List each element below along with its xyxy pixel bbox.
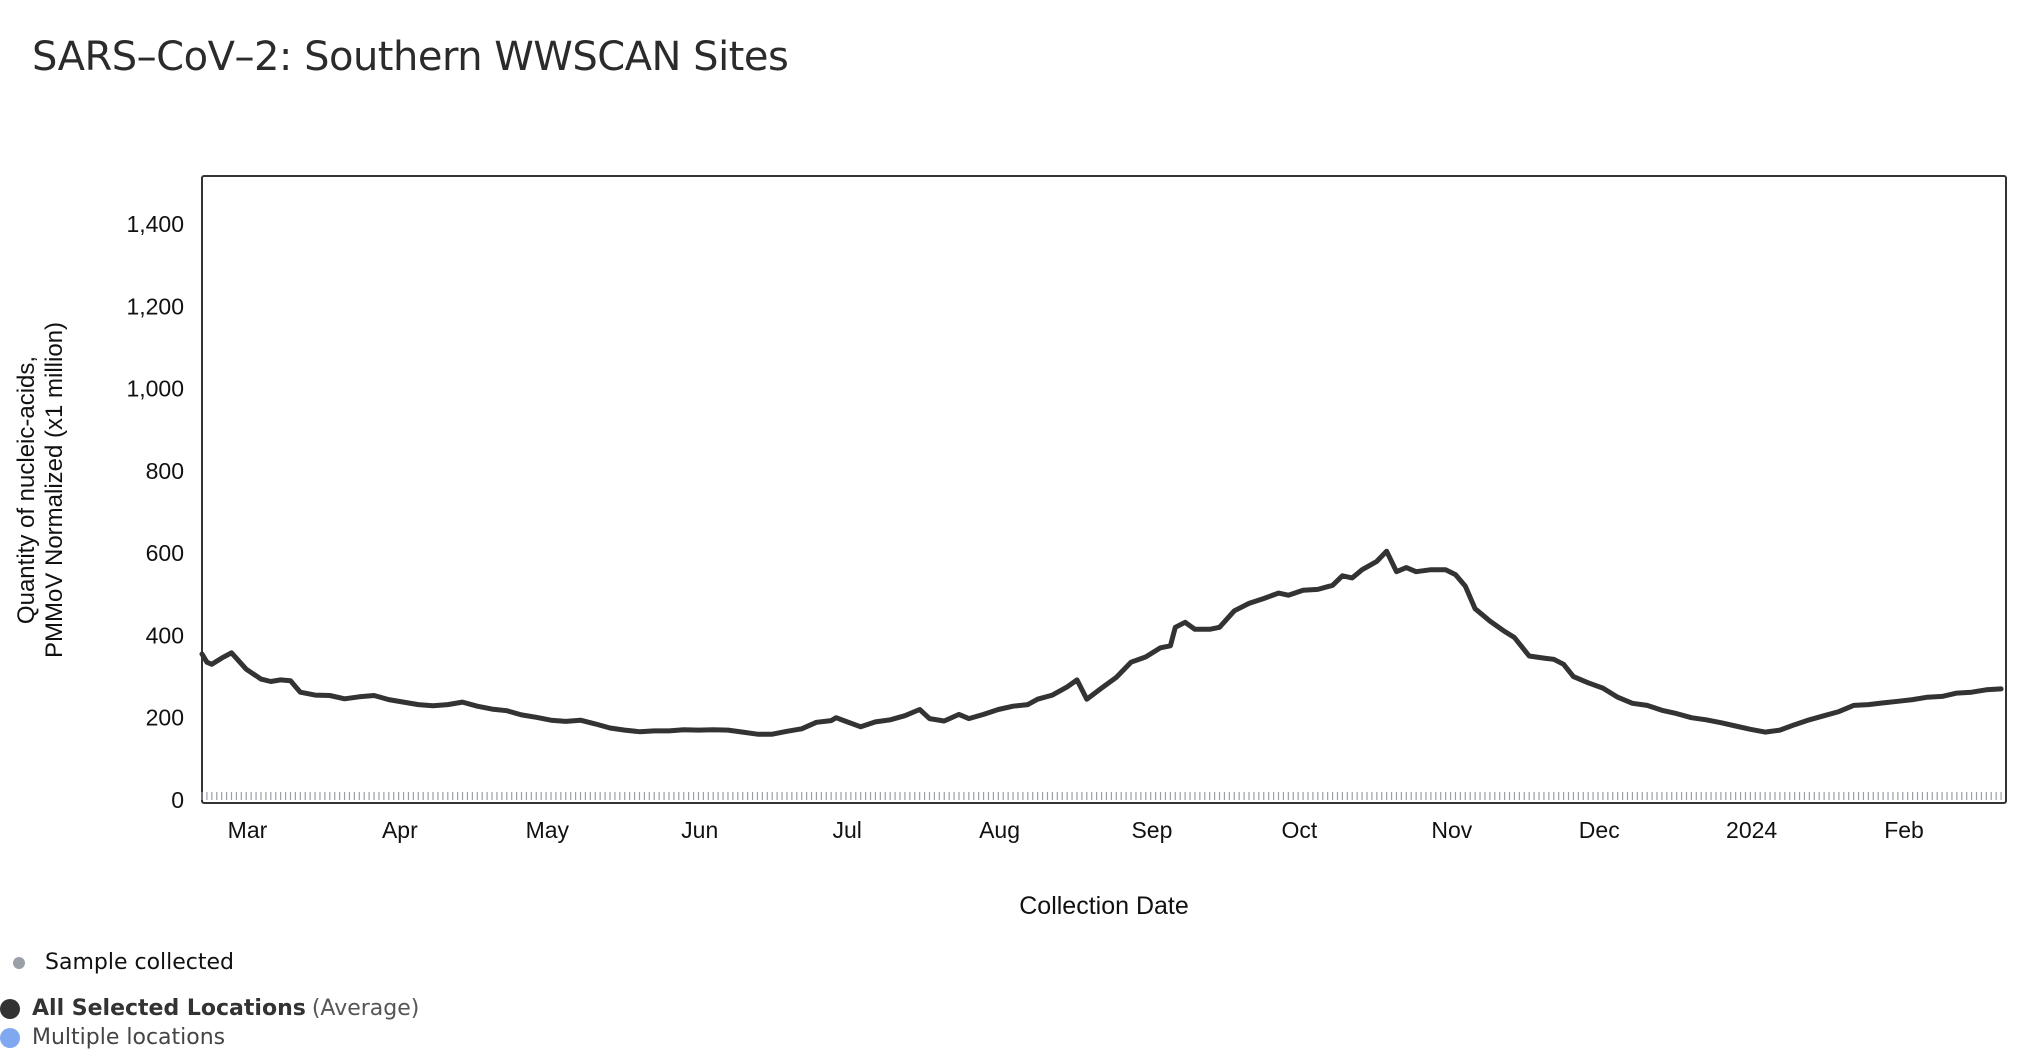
legend-sample-collected: Sample collected <box>10 950 234 975</box>
x-tick-label: Feb <box>1884 817 1924 843</box>
y-tick-label: 1,200 <box>126 293 184 319</box>
x-tick-label: Apr <box>382 817 418 843</box>
legend-all-selected[interactable]: All Selected Locations (Average) <box>0 996 419 1021</box>
y-tick-label: 1,000 <box>126 376 184 402</box>
plot-frame <box>201 175 2007 804</box>
y-tick-label: 800 <box>146 458 184 484</box>
x-tick-label: Sep <box>1131 817 1172 843</box>
x-tick-label: May <box>526 817 570 843</box>
y-tick-label: 0 <box>171 787 184 813</box>
x-tick-label: Oct <box>1282 817 1318 843</box>
x-axis-ticks: Mar Apr May Jun Jul Aug Sep Oct Nov Dec 2024 Feb <box>228 817 1924 843</box>
sample-rug <box>201 792 2002 800</box>
y-tick-label: 200 <box>146 705 184 731</box>
x-axis-label: Collection Date <box>1019 892 1189 920</box>
y-axis-ticks: 0 200 400 600 800 1,000 1,200 1,400 <box>126 211 184 813</box>
chart-svg: 0 200 400 600 800 1,000 1,200 1,400 Mar Apr May Ju… <box>13 175 2007 920</box>
legend-multi-label: Multiple locations <box>32 1025 226 1050</box>
x-tick-label: Jul <box>832 817 861 843</box>
y-axis-label-line-2: PMMoV Normalized (x1 million) <box>41 322 68 658</box>
y-tick-label: 400 <box>146 622 184 648</box>
x-tick-label: Jun <box>681 817 718 843</box>
x-tick-label: Aug <box>979 817 1020 843</box>
y-tick-label: 600 <box>146 540 184 566</box>
x-tick-label: 2024 <box>1726 817 1777 843</box>
legend-sample-label: Sample collected <box>45 950 235 975</box>
x-tick-label: Mar <box>228 817 268 843</box>
multi-dot-icon <box>0 1027 20 1048</box>
avg-dot-icon <box>0 998 20 1019</box>
series-line <box>199 548 2004 737</box>
chart-title: SARS–CoV–2: Southern WWSCAN Sites <box>32 34 789 80</box>
legend-avg-label: All Selected Locations <box>32 996 306 1021</box>
y-tick-label: 1,400 <box>126 211 184 237</box>
legend-avg-suffix: (Average) <box>311 996 420 1021</box>
legend-multiple-locations[interactable]: Multiple locations <box>0 1025 225 1050</box>
sample-dot-icon <box>13 956 25 969</box>
x-tick-label: Nov <box>1431 817 1472 843</box>
x-tick-label: Dec <box>1579 817 1620 843</box>
y-axis-label-line-1: Quantity of nucleic-acids, <box>13 356 40 624</box>
